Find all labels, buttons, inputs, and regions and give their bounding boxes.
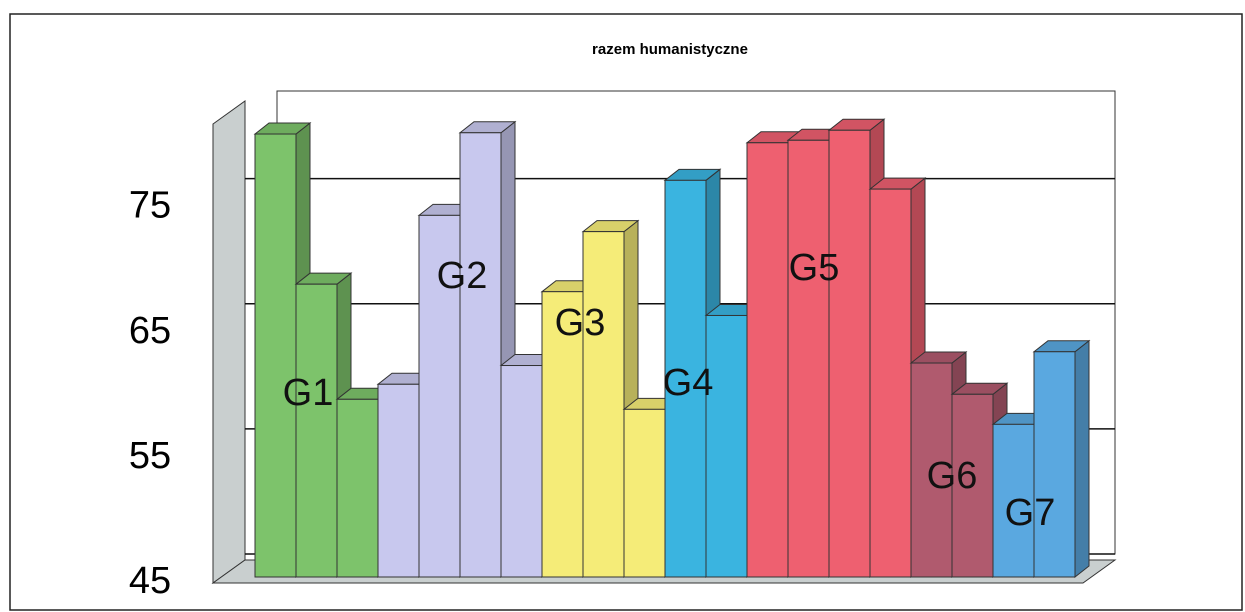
bar-front: [787, 139, 830, 578]
bar-front: [623, 408, 666, 578]
bar-front: [746, 142, 789, 578]
chart-title: razem humanistyczne: [592, 41, 748, 58]
bar-front: [828, 129, 871, 578]
bar-front: [951, 393, 994, 578]
bar: [950, 382, 1009, 579]
bar-front: [295, 283, 338, 578]
bar-front: [418, 214, 461, 578]
y-tick-label: 45: [129, 560, 171, 602]
bar: [1032, 339, 1091, 579]
y-tick-label: 75: [129, 185, 171, 227]
bar-front: [541, 291, 584, 578]
bar-side: [1074, 339, 1090, 579]
bar-front: [992, 423, 1035, 578]
bar-front: [336, 398, 379, 578]
group-label: G1: [283, 372, 334, 414]
group-label: G5: [789, 247, 840, 289]
bar-front: [254, 133, 297, 578]
bar-front: [500, 365, 543, 578]
group-label: G2: [437, 255, 488, 297]
bar-front: [1033, 351, 1076, 578]
bar-front: [910, 362, 953, 578]
group-label: G6: [927, 455, 978, 497]
group-label: G4: [663, 362, 714, 404]
bar-front: [377, 383, 420, 578]
side-wall: [212, 100, 246, 584]
bar-front: [869, 188, 912, 578]
group-label: G7: [1005, 492, 1056, 534]
group-label: G3: [555, 302, 606, 344]
y-tick-label: 65: [129, 310, 171, 352]
bar-front: [705, 314, 748, 578]
y-tick-label: 55: [129, 435, 171, 477]
bar-front: [459, 132, 502, 578]
bar-front: [582, 231, 625, 578]
